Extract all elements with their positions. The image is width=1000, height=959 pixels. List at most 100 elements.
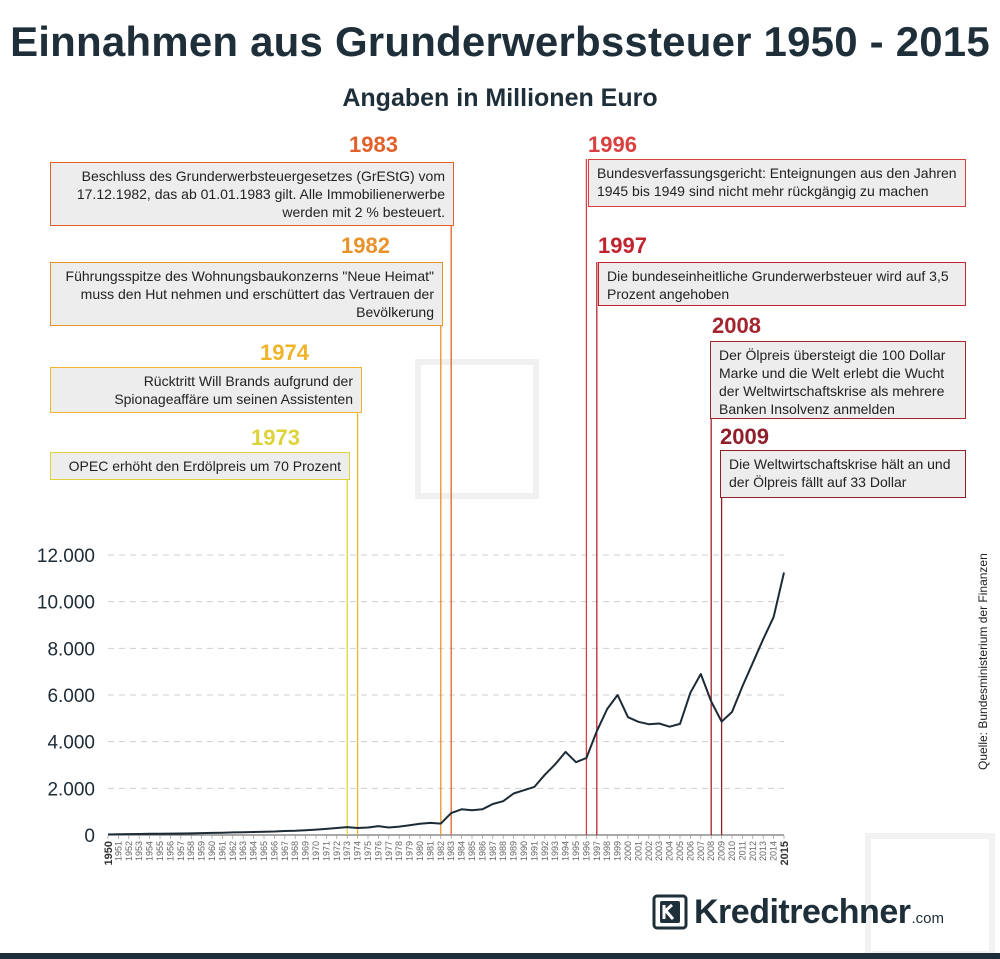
x-tick-label: 1992 (540, 841, 550, 861)
x-tick-label: 1986 (477, 841, 487, 861)
kreditrechner-logo[interactable]: Kreditrechner .com (652, 889, 944, 935)
x-tick-label: 1991 (529, 841, 539, 861)
event-year-1996: 1996 (588, 132, 637, 157)
x-tick-label: 1985 (467, 841, 477, 861)
event-year-1982: 1982 (341, 233, 390, 258)
x-tick-label: 1958 (186, 841, 196, 861)
event-box-1983: Beschluss des Grunderwerbsteuergesetzes … (50, 162, 454, 226)
x-tick-label: 1969 (301, 841, 311, 861)
x-tick-label: 1981 (425, 841, 435, 861)
x-tick-label: 2013 (758, 841, 768, 861)
x-tick-label: 2012 (748, 841, 758, 861)
x-tick-label: 2009 (717, 841, 727, 861)
x-tick-label: 2015 (779, 841, 791, 865)
x-tick-label: 1963 (238, 841, 248, 861)
x-tick-label: 1956 (165, 841, 175, 861)
x-tick-label: 1971 (321, 841, 331, 861)
x-tick-label: 1987 (488, 841, 498, 861)
series-line (107, 572, 785, 836)
x-tick-label: 1995 (571, 841, 581, 861)
event-year-2009: 2009 (720, 424, 769, 449)
x-tick-label: 1959 (197, 841, 207, 861)
x-tick-label: 1976 (373, 841, 383, 861)
event-box-1973: OPEC erhöht den Erdölpreis um 70 Prozent (50, 452, 350, 480)
x-tick-label: 1967 (280, 841, 290, 861)
x-tick-label: 1952 (124, 841, 134, 861)
event-year-1997: 1997 (598, 233, 647, 258)
x-tick-label: 1950 (103, 841, 115, 865)
x-tick-label: 2006 (685, 841, 695, 861)
x-tick-label: 1998 (602, 841, 612, 861)
footer-bar (0, 953, 1000, 959)
x-tick-label: 1955 (155, 841, 165, 861)
x-tick-label: 1978 (394, 841, 404, 861)
event-box-1996: Bundesverfassungsgericht: Enteignungen a… (588, 159, 966, 207)
x-tick-label: 1957 (176, 841, 186, 861)
y-tick-label: 8.000 (47, 639, 95, 660)
event-year-1974: 1974 (260, 340, 309, 365)
x-tick-label: 1960 (207, 841, 217, 861)
event-box-1982: Führungsspitze des Wohnungsbaukonzerns "… (50, 262, 443, 326)
event-year-2008: 2008 (712, 313, 761, 338)
x-tick-label: 1964 (249, 841, 259, 861)
event-year-1983: 1983 (349, 132, 398, 157)
x-tick-label: 2011 (737, 841, 747, 860)
x-tick-label: 2010 (727, 841, 737, 861)
x-tick-label: 1984 (457, 841, 467, 861)
x-tick-label: 2001 (633, 841, 643, 861)
x-tick-label: 1977 (384, 841, 394, 861)
y-tick-label: 6.000 (47, 686, 95, 707)
chart-title: Einnahmen aus Grunderwerbssteuer 1950 - … (10, 18, 990, 65)
x-tick-label: 1988 (498, 841, 508, 861)
x-tick-label: 2003 (654, 841, 664, 861)
x-tick-label: 1993 (550, 841, 560, 861)
x-tick-label: 1999 (613, 841, 623, 861)
x-tick-label: 1996 (581, 841, 591, 861)
x-tick-label: 1965 (259, 841, 269, 861)
y-tick-label: 10.000 (37, 593, 95, 614)
logo-suffix: .com (911, 909, 944, 927)
x-tick-label: 2014 (769, 841, 779, 861)
event-box-2008: Der Ölpreis übersteigt die 100 Dollar Ma… (710, 341, 966, 419)
x-tick-label: 1968 (290, 841, 300, 861)
x-tick-label: 1997 (592, 841, 602, 861)
x-tick-label: 1973 (342, 841, 352, 861)
x-tick-label: 2005 (675, 841, 685, 861)
x-tick-label: 2007 (696, 841, 706, 861)
logo-wordmark: Kreditrechner (694, 892, 911, 931)
x-tick-label: 1982 (436, 841, 446, 861)
x-tick-label: 1966 (269, 841, 279, 861)
x-tick-label: 1983 (446, 841, 456, 861)
x-tick-label: 1953 (134, 841, 144, 861)
y-tick-label: 4.000 (47, 733, 95, 754)
x-tick-label: 1961 (217, 841, 227, 861)
chart-subtitle: Angaben in Millionen Euro (342, 84, 658, 112)
x-tick-label: 1990 (519, 841, 529, 861)
event-box-2009: Die Weltwirtschaftskrise hält an und der… (720, 450, 966, 498)
x-tick-label: 1994 (561, 841, 571, 861)
x-tick-label: 1962 (228, 841, 238, 861)
y-tick-label: 0 (84, 826, 95, 847)
x-tick-label: 1972 (332, 841, 342, 861)
event-box-1997: Die bundeseinheitliche Grunderwerbsteuer… (598, 262, 966, 306)
x-tick-label: 2002 (644, 841, 654, 861)
event-box-1974: Rücktritt Will Brands aufgrund der Spion… (50, 367, 362, 413)
x-tick-label: 1989 (509, 841, 519, 861)
x-tick-label: 1970 (311, 841, 321, 861)
y-tick-label: 2.000 (47, 779, 95, 800)
event-year-1973: 1973 (251, 425, 300, 450)
x-tick-label: 1951 (113, 841, 123, 861)
source-note: Quelle: Bundesministerium der Finanzen (976, 553, 990, 770)
x-tick-label: 1980 (415, 841, 425, 861)
x-tick-label: 1979 (405, 841, 415, 861)
x-tick-label: 1954 (145, 841, 155, 861)
x-tick-label: 2004 (665, 841, 675, 861)
x-tick-label: 1975 (363, 841, 373, 861)
y-tick-label: 12.000 (37, 546, 95, 567)
kreditrechner-logo-icon (652, 894, 688, 930)
x-tick-label: 2008 (706, 841, 716, 861)
x-tick-label: 2000 (623, 841, 633, 861)
x-tick-label: 1974 (353, 841, 363, 861)
watermark-logo (415, 359, 539, 499)
